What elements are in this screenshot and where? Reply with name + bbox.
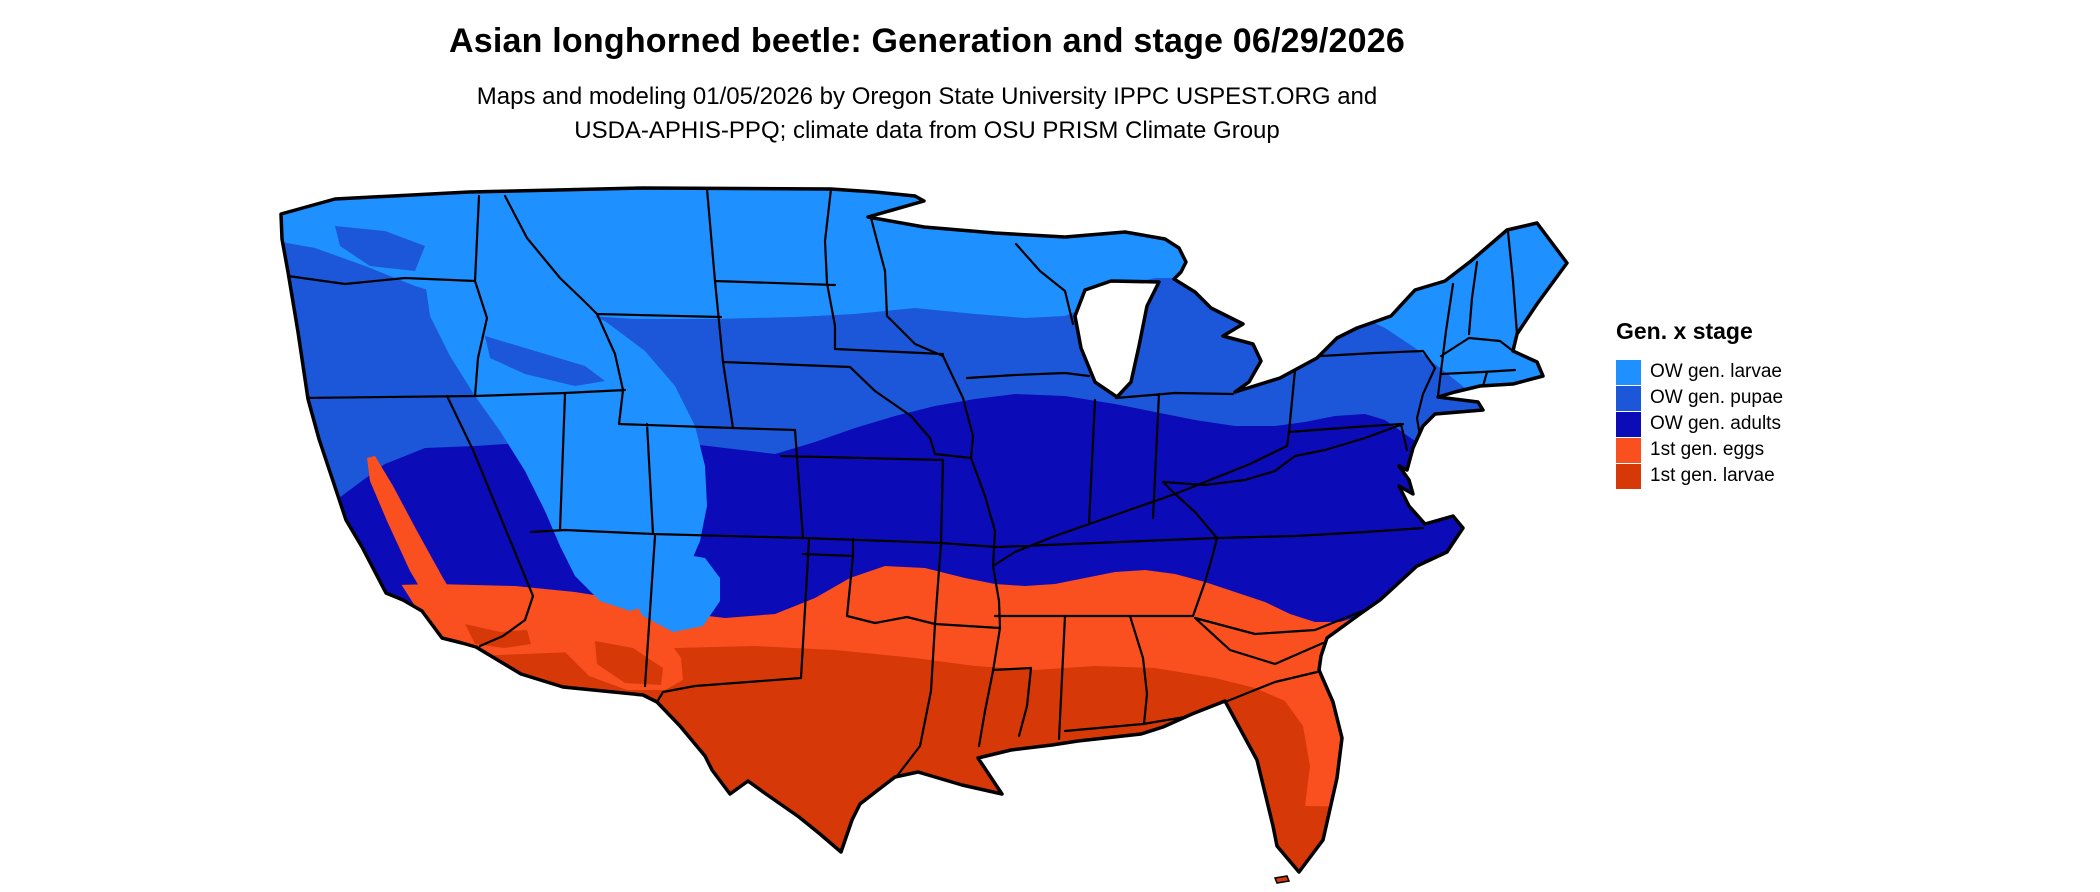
page-subtitle: Maps and modeling 01/05/2026 by Oregon S… — [277, 80, 1577, 148]
legend-swatch-1st-eggs — [1616, 437, 1641, 463]
legend-item: OW gen. larvae — [1616, 359, 1876, 385]
subtitle-line-1: Maps and modeling 01/05/2026 by Oregon S… — [476, 83, 1378, 110]
legend-swatch-ow-larvae — [1616, 359, 1641, 385]
legend-item: 1st gen. eggs — [1616, 437, 1876, 463]
map-region-ca-coast — [341, 496, 415, 614]
us-map-svg — [279, 186, 1569, 884]
florida-keys — [1273, 875, 1291, 884]
state-borders — [286, 188, 1519, 778]
legend-label: 1st gen. eggs — [1650, 439, 1765, 460]
us-map — [275, 186, 1575, 886]
legend-title: Gen. x stage — [1616, 318, 1753, 344]
map-region-socal-desert — [465, 624, 531, 648]
map-region-snake-plain — [485, 336, 605, 386]
us-outline — [279, 186, 1569, 874]
legend-item: OW gen. pupae — [1616, 385, 1876, 411]
map-region-columbia-basin — [335, 226, 425, 271]
legend-label: 1st gen. larvae — [1650, 465, 1775, 486]
legend-item: 1st gen. larvae — [1616, 463, 1876, 489]
page-title: Asian longhorned beetle: Generation and … — [449, 22, 1405, 60]
legend-label: OW gen. larvae — [1650, 361, 1782, 382]
legend-item: OW gen. adults — [1616, 411, 1876, 437]
legend-swatch-ow-adults — [1616, 411, 1641, 437]
legend-swatch-1st-larvae — [1616, 463, 1641, 489]
map-region-mountain-cool-patch — [425, 281, 707, 611]
legend-label: OW gen. adults — [1650, 413, 1781, 434]
map-region-ca-central-valley — [367, 456, 473, 644]
map-region-1st-gen-larvae — [281, 646, 1567, 872]
legend-swatch-ow-pupae — [1616, 385, 1641, 411]
legend-label: OW gen. pupae — [1650, 387, 1784, 408]
map-legend: Gen. x stage OW gen. larvae OW gen. pupa… — [1616, 318, 1876, 489]
map-region-nm-az-highlands — [625, 552, 720, 632]
subtitle-line-2: USDA-APHIS-PPQ; climate data from OSU PR… — [574, 117, 1280, 144]
